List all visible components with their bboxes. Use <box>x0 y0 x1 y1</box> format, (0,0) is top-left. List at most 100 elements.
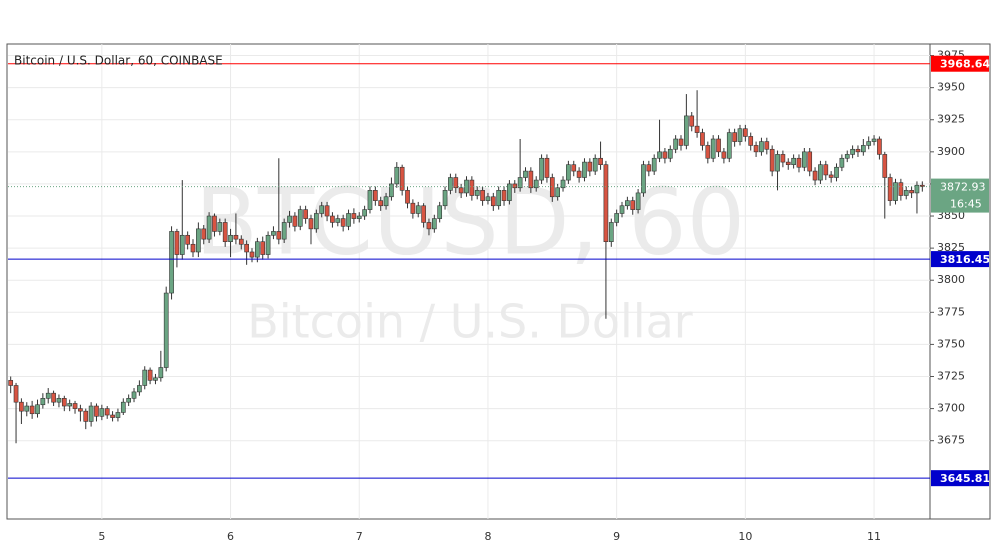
candle-body <box>737 128 743 142</box>
candle-body <box>458 187 464 194</box>
candle-body <box>426 222 432 230</box>
candle-body <box>147 369 153 381</box>
x-tick-label: 7 <box>356 530 363 543</box>
candle-body <box>51 392 56 403</box>
candle-body <box>507 183 512 201</box>
candle-body <box>442 190 448 207</box>
candle-body <box>667 148 673 159</box>
candle-body <box>61 398 67 407</box>
candle-body <box>421 205 426 223</box>
plot: 3675370037253750377538003825385038753900… <box>8 44 990 543</box>
candle-body <box>630 200 636 210</box>
candle-body <box>362 209 367 217</box>
candle-body <box>785 161 791 165</box>
last-price-box <box>931 178 989 213</box>
x-tick-label: 10 <box>738 530 752 543</box>
x-tick-label: 8 <box>484 530 491 543</box>
candle-body <box>212 215 217 232</box>
candle-body <box>496 190 502 207</box>
candle-body <box>228 234 233 243</box>
candle-body <box>657 151 662 159</box>
candle-body <box>297 209 303 227</box>
y-tick-label: 3950 <box>937 81 965 94</box>
candle-body <box>78 408 83 412</box>
candle-body <box>383 196 389 207</box>
candle-body <box>24 405 30 412</box>
candle-body <box>110 414 115 418</box>
candle-body <box>582 161 587 178</box>
candle-body <box>405 190 410 204</box>
candle-body <box>769 148 775 172</box>
y-tick-label: 3825 <box>937 241 965 254</box>
candle-body <box>35 404 40 415</box>
candle-body <box>855 148 861 153</box>
candle-body <box>726 132 732 159</box>
candle-body <box>399 166 405 191</box>
candle-body <box>292 215 298 227</box>
candle-body <box>303 209 308 219</box>
candle-body <box>469 179 475 196</box>
watermark-subtitle: Bitcoin / U.S. Dollar <box>247 295 693 349</box>
level-label: 3816.45 <box>940 253 990 266</box>
candle-body <box>812 170 818 181</box>
candle-body <box>490 196 496 207</box>
x-tick-label: 5 <box>98 530 105 543</box>
candle-body <box>844 154 850 159</box>
candle-body <box>850 148 855 155</box>
candle-body <box>244 243 249 253</box>
candle-body <box>512 183 518 189</box>
candle-body <box>898 182 904 196</box>
candle-body <box>222 222 228 243</box>
candle-body <box>319 205 325 214</box>
candle-body <box>866 141 872 146</box>
candle-body <box>83 410 89 422</box>
candle-body <box>201 228 207 240</box>
candle-body <box>88 405 94 422</box>
candle-body <box>330 215 335 223</box>
candle-body <box>802 151 807 168</box>
candle-body <box>276 231 282 240</box>
candle-body <box>351 213 357 219</box>
candle-body <box>179 234 185 255</box>
candle-body <box>882 154 888 178</box>
candle-body <box>115 412 121 418</box>
candle-body <box>694 125 700 133</box>
candle-body <box>501 190 507 201</box>
candle-body <box>523 170 528 178</box>
candle-body <box>893 182 898 201</box>
candle-body <box>378 200 384 207</box>
candle-body <box>592 157 598 172</box>
candle-body <box>335 218 341 223</box>
candle-body <box>131 391 137 399</box>
candle-body <box>614 213 619 223</box>
x-tick-label: 9 <box>613 530 620 543</box>
candle-body <box>571 164 577 172</box>
candle-body <box>700 132 705 146</box>
candle-body <box>190 243 196 253</box>
candle-body <box>608 222 614 243</box>
candle-body <box>566 164 571 181</box>
candle-body <box>104 408 110 416</box>
y-tick-label: 3675 <box>937 434 965 447</box>
level-label: 3645.81 <box>940 472 990 485</box>
candle-body <box>635 192 641 210</box>
candle-body <box>206 215 212 240</box>
chart-title: Bitcoin / U.S. Dollar, 60, COINBASE <box>14 54 223 68</box>
candle-body <box>796 157 802 168</box>
candle-body <box>780 154 786 163</box>
candle-body <box>99 408 105 417</box>
candle-body <box>544 157 550 178</box>
candle-body <box>431 218 437 230</box>
candle-body <box>137 385 142 393</box>
last-price-label: 3872.93 <box>940 181 986 194</box>
candle-body <box>555 187 561 198</box>
candle-body <box>791 157 796 165</box>
level-label: 3968.64 <box>940 58 990 71</box>
candle-body <box>619 205 625 214</box>
candle-body <box>743 128 748 137</box>
candle-body <box>196 228 201 253</box>
candle-body <box>13 385 19 403</box>
candle-body <box>372 190 378 201</box>
y-tick-label: 3800 <box>937 273 965 286</box>
